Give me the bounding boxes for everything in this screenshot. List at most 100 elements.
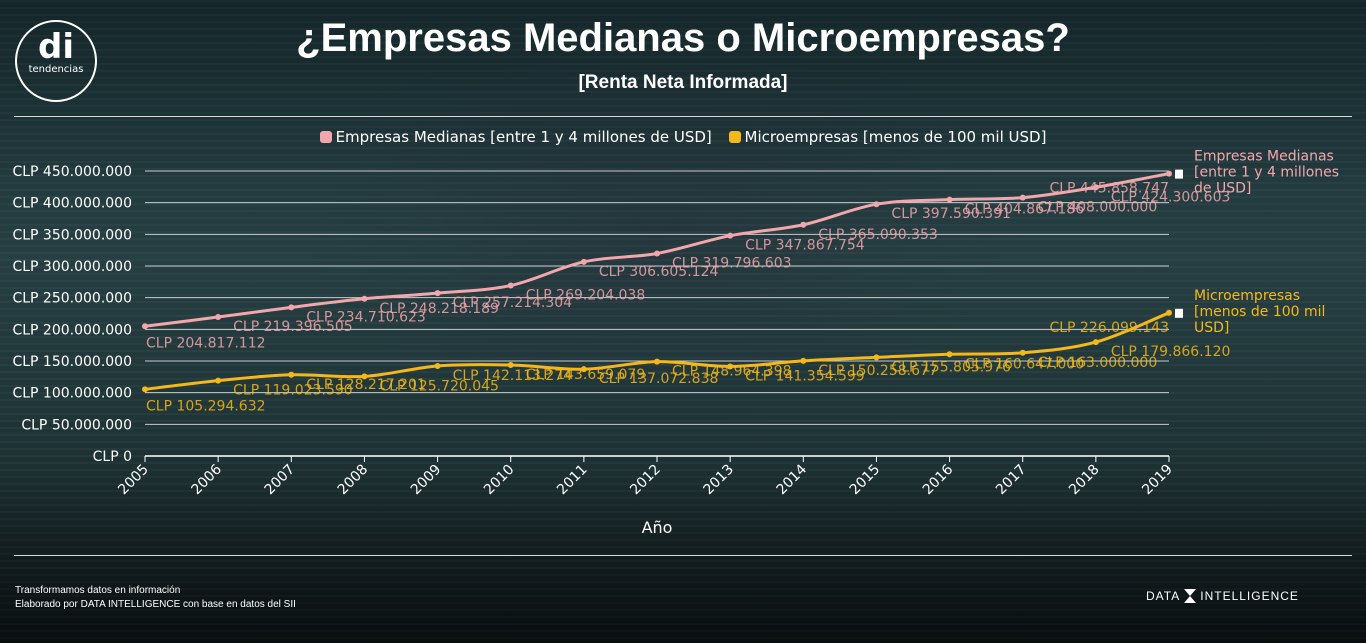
chart-subtitle: [Renta Neta Informada] <box>578 72 788 93</box>
legend-swatch-micro <box>728 131 741 143</box>
series-end-label-line: [menos de 100 mil <box>1194 304 1325 320</box>
x-tick-label: 2006 <box>188 461 225 498</box>
data-label: CLP 163.000.000 <box>1038 355 1158 371</box>
series-line-medianas <box>144 172 1170 328</box>
data-point <box>1019 194 1026 201</box>
logo-subtext: tendencias <box>28 64 84 75</box>
data-point <box>946 196 953 203</box>
data-point <box>654 250 660 257</box>
line-chart: CLP 0 CLP 50.000.000 CLP 100.000.000 CLP 15… <box>12 148 1340 537</box>
brand-left-text: DATA <box>1146 589 1181 603</box>
y-tick-label: CLP 400.000.000 <box>12 196 132 212</box>
data-label: CLP 408.000.000 <box>1038 200 1158 216</box>
data-point <box>580 366 587 373</box>
y-tick-label: CLP 150.000.000 <box>12 354 132 370</box>
data-label: CLP 128.217.201 <box>306 377 426 393</box>
data-label: CLP 160.647.000 <box>965 356 1085 372</box>
legend-item-medianas[interactable]: Empresas Medianas [entre 1 y 4 millones … <box>319 128 712 146</box>
data-intelligence-brand: DATA INTELLIGENCE <box>1146 588 1299 604</box>
data-point <box>215 377 222 384</box>
data-point <box>215 314 222 321</box>
x-tick-label: 2018 <box>1066 462 1103 499</box>
x-tick-label: 2014 <box>774 461 811 498</box>
x-tick-label: 2017 <box>993 462 1030 499</box>
series-end-label-line: USD] <box>1194 320 1229 336</box>
data-label: CLP 397.590.391 <box>891 206 1011 222</box>
data-point <box>142 323 148 330</box>
data-label: CLP 119.023.590 <box>233 383 353 399</box>
data-point <box>800 357 807 364</box>
y-tick-label: CLP 50.000.000 <box>21 417 132 433</box>
data-point <box>361 295 368 302</box>
data-label: CLP 319.796.603 <box>672 255 792 271</box>
y-tick-label: CLP 250.000.000 <box>12 291 132 307</box>
y-tick-label: CLP 200.000.000 <box>12 322 132 338</box>
legend-label-medianas: Empresas Medianas [entre 1 y 4 millones … <box>335 128 712 146</box>
x-tick-label: 2005 <box>115 462 152 499</box>
chart-legend: Empresas Medianas [entre 1 y 4 millones … <box>0 128 1366 147</box>
data-label: CLP 148.964.398 <box>672 364 792 380</box>
data-label: CLP 424.300.603 <box>1111 189 1231 205</box>
data-label: CLP 347.867.754 <box>745 238 865 254</box>
data-label: CLP 143.659.079 <box>526 367 646 383</box>
data-point <box>434 362 441 369</box>
data-label: CLP 257.214.304 <box>453 295 573 311</box>
data-point <box>507 282 514 289</box>
data-point <box>288 371 295 378</box>
data-label: CLP 155.805.976 <box>891 359 1011 375</box>
footer-notes: Transformamos datos en información Elabo… <box>15 584 296 612</box>
x-tick-label: 2015 <box>847 462 884 499</box>
footer-source: Elaborado por DATA INTELLIGENCE con base… <box>15 599 296 610</box>
data-point <box>361 373 368 380</box>
data-point <box>142 386 148 393</box>
data-label: CLP 141.354.599 <box>745 368 865 384</box>
data-point <box>580 258 587 265</box>
data-label: CLP 234.710.623 <box>306 309 426 325</box>
data-label: CLP 142.113.274 <box>453 368 573 384</box>
series-end-label-line: Empresas Medianas <box>1194 149 1334 165</box>
data-point <box>727 232 734 239</box>
series-end-label-line: [entre 1 y 4 millones <box>1194 165 1339 181</box>
end-marker <box>1175 169 1183 179</box>
series-end-label-line: Microempresas <box>1194 288 1300 304</box>
chart-title: ¿Empresas Medianas o Microempresas? <box>296 16 1070 60</box>
data-point <box>1092 339 1099 346</box>
data-label: CLP 445.858.747 <box>1049 181 1169 197</box>
hourglass-icon <box>1184 589 1197 603</box>
data-point <box>507 362 514 369</box>
legend-item-micro[interactable]: Microempresas [menos de 100 mil USD] <box>728 128 1047 146</box>
data-point <box>1019 349 1026 356</box>
x-tick-label: 2012 <box>627 462 664 499</box>
data-point <box>1166 309 1172 316</box>
data-label: CLP 365.090.353 <box>818 227 938 243</box>
x-tick-label: 2008 <box>335 462 372 499</box>
data-label: CLP 269.204.038 <box>526 288 646 304</box>
data-point <box>873 201 880 208</box>
x-tick-label: 2016 <box>920 461 957 498</box>
data-point <box>654 358 660 365</box>
x-tick-label: 2007 <box>262 462 299 499</box>
brand-logo: di tendencias <box>15 20 97 102</box>
data-label: CLP 105.294.632 <box>146 398 266 414</box>
data-label: CLP 226.099.143 <box>1049 320 1169 336</box>
y-tick-label: CLP 100.000.000 <box>12 386 132 402</box>
data-point <box>800 221 807 228</box>
series-end-label: Empresas Medianas [entre 1 y 4 millones de… <box>1194 149 1339 197</box>
data-label: CLP 204.817.112 <box>146 335 266 351</box>
data-label: CLP 306.605.124 <box>599 264 719 280</box>
x-tick-label: 2011 <box>554 462 591 499</box>
data-label: CLP 404.867.186 <box>965 202 1085 218</box>
data-point <box>434 290 441 297</box>
data-label: CLP 137.072.838 <box>599 371 719 387</box>
data-point <box>288 304 295 311</box>
logo-text: di <box>38 27 74 67</box>
series-end-label-line: de USD] <box>1194 181 1251 197</box>
end-marker <box>1175 308 1183 318</box>
legend-swatch-medianas <box>319 131 332 143</box>
x-tick-label: 2013 <box>700 462 737 499</box>
data-point <box>1092 184 1099 191</box>
x-axis-title: Año <box>642 518 673 537</box>
data-label: CLP 125.720.045 <box>379 378 499 394</box>
legend-label-micro: Microempresas [menos de 100 mil USD] <box>744 128 1047 146</box>
